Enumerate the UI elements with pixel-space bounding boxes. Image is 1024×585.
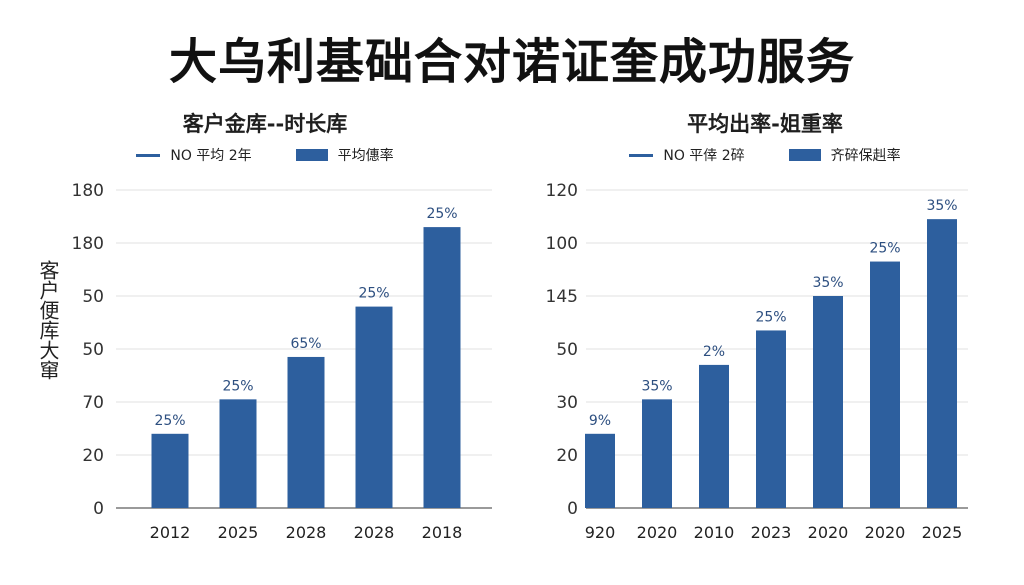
y-tick-label: 180 (72, 181, 104, 201)
chart-left-legend: NO 平均 2年 平均僡率 (30, 145, 500, 165)
legend-line-swatch (629, 153, 654, 157)
legend-line-swatch (136, 153, 161, 157)
chart-right-title: 平均出率-姐重率 (687, 112, 843, 136)
legend-item-line: NO 平倖 2碎 (629, 145, 745, 165)
y-tick-label: 50 (82, 287, 104, 307)
bar (355, 306, 393, 508)
x-tick-label: 2020 (808, 523, 849, 542)
y-tick-label: 180 (72, 234, 104, 254)
data-label: 25% (154, 413, 185, 429)
chart-right-legend: NO 平倖 2碎 齐碎保赳率 (530, 145, 1000, 165)
bar (813, 296, 843, 508)
legend-label: 齐碎保赳率 (830, 148, 901, 164)
chart-right: 平均出率-姐重率 NO 平倖 2碎 齐碎保赳率 120 100 145 50 30 20 0… (530, 108, 1000, 578)
data-label: 9% (589, 413, 611, 429)
legend-label: 平均僡率 (337, 148, 394, 164)
x-tick-label: 2018 (422, 523, 463, 542)
legend-item-box: 齐碎保赳率 (788, 145, 901, 165)
x-tick-label: 2028 (354, 523, 395, 542)
y-tick-label: 0 (567, 499, 578, 519)
y-tick-label: 20 (556, 446, 578, 466)
data-label: 25% (222, 378, 253, 394)
data-label: 25% (755, 309, 786, 325)
legend-label: NO 平倖 2碎 (663, 148, 745, 164)
legend-item-box: 平均僡率 (295, 145, 394, 165)
x-tick-label: 2010 (694, 523, 735, 542)
data-label: 25% (426, 206, 457, 222)
data-label: 2% (703, 344, 725, 360)
bar (219, 399, 257, 508)
y-axis-label: 客户便库大窜 (36, 260, 60, 380)
x-tick-label: 2023 (751, 523, 792, 542)
x-tick-label: 2020 (865, 523, 906, 542)
bar (423, 227, 461, 508)
bar (585, 433, 615, 508)
x-tick-label: 2020 (637, 523, 678, 542)
y-tick-label: 20 (82, 446, 104, 466)
page-title: 大乌利基础合对诺证奎成功服务 (168, 34, 855, 90)
legend-item-line: NO 平均 2年 (136, 145, 252, 165)
y-tick-label: 0 (93, 499, 104, 519)
x-tick-label: 2025 (218, 523, 259, 542)
legend-box-swatch (295, 149, 328, 161)
y-tick-label: 50 (82, 340, 104, 360)
data-label: 65% (290, 336, 321, 352)
data-label: 35% (641, 378, 672, 394)
bar (870, 261, 900, 508)
chart-left-title: 客户金库--时长库 (182, 112, 348, 136)
bar (287, 356, 325, 508)
x-tick-label: 2028 (286, 523, 327, 542)
data-label: 35% (926, 198, 957, 214)
legend-label: NO 平均 2年 (170, 148, 252, 164)
data-label: 25% (869, 241, 900, 257)
data-label: 35% (812, 275, 843, 291)
x-tick-label: 2012 (150, 523, 191, 542)
x-tick-label: 920 (585, 523, 616, 542)
y-tick-label: 120 (546, 181, 578, 201)
bar (756, 330, 786, 508)
y-tick-label: 70 (82, 393, 104, 413)
data-label: 25% (358, 286, 389, 302)
y-tick-label: 100 (546, 234, 578, 254)
chart-left-plot: 180 180 50 50 70 20 0 25% 2012 25% 2025 65% 2028 25% 2… (72, 181, 492, 542)
bar (151, 433, 189, 508)
chart-left: 客户金库--时长库 NO 平均 2年 平均僡率 客户便库大窜 180 180 50 5… (30, 108, 500, 578)
legend-box-swatch (788, 149, 821, 161)
y-tick-label: 30 (556, 393, 578, 413)
x-tick-label: 2025 (922, 523, 963, 542)
bar (642, 399, 672, 508)
y-tick-label: 50 (556, 340, 578, 360)
bar (699, 364, 729, 508)
bar (927, 219, 957, 508)
y-tick-label: 145 (546, 287, 578, 307)
chart-right-plot: 120 100 145 50 30 20 0 9% 920 35% 2020 2% 2010 25% 202… (546, 181, 968, 542)
